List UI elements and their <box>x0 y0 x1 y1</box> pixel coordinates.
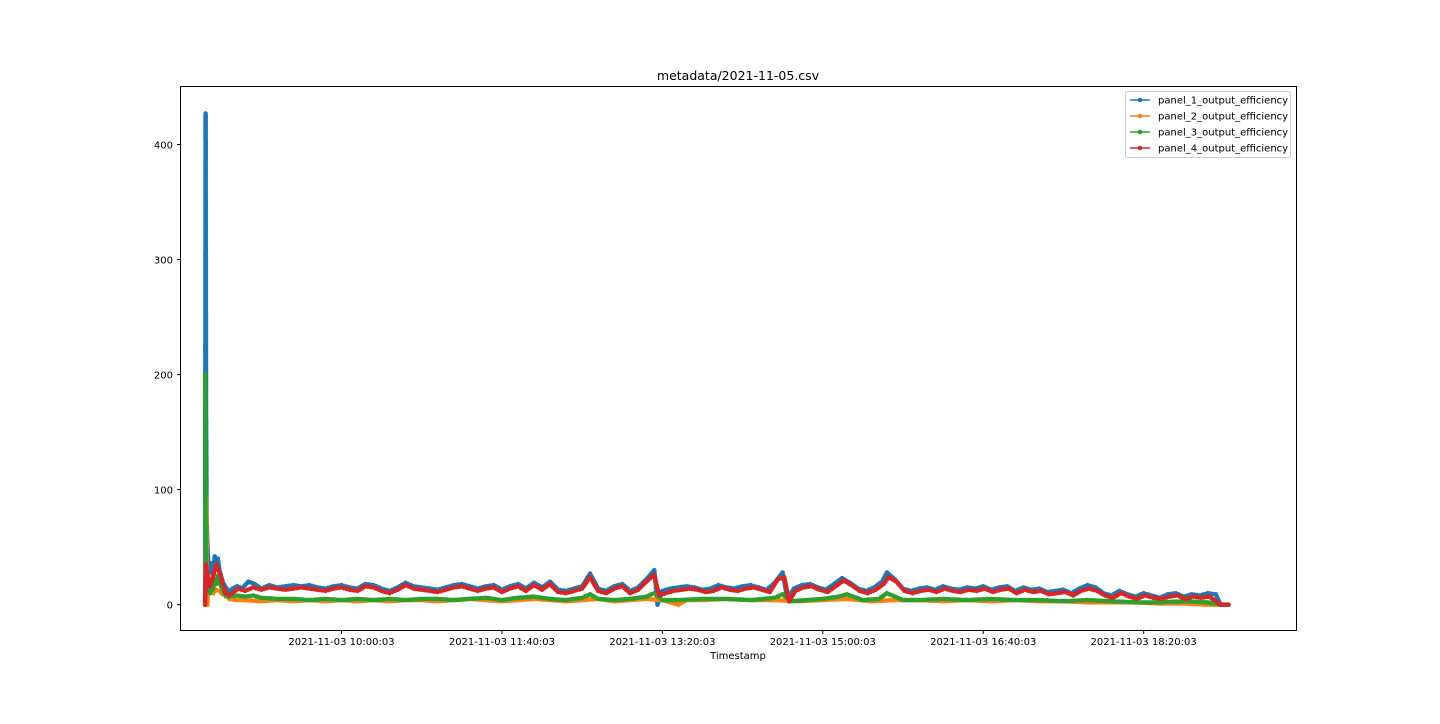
legend-label: panel_1_output_efficiency <box>1158 96 1288 107</box>
legend-item[interactable]: panel_4_output_efficiency <box>1130 144 1288 155</box>
y-tick-label: 400 <box>154 141 173 152</box>
x-axis: 2021-11-03 10:00:03 2021-11-03 11:40:03 20… <box>288 630 1197 648</box>
x-tick-label: 2021-11-03 15:00:03 <box>770 637 876 648</box>
legend-item[interactable]: panel_3_output_efficiency <box>1130 128 1288 139</box>
y-tick-label: 300 <box>154 256 173 267</box>
axes-frame <box>180 86 1297 631</box>
x-axis-label: Timestamp <box>709 651 766 662</box>
chart-title: metadata/2021-11-05.csv <box>657 68 820 83</box>
data-point <box>1226 602 1231 607</box>
x-tick-label: 2021-11-03 11:40:03 <box>449 637 555 648</box>
x-tick-label: 2021-11-03 16:40:03 <box>930 637 1036 648</box>
legend-box <box>1125 91 1291 158</box>
data-point <box>223 590 229 596</box>
legend[interactable]: panel_1_output_efficiency panel_2_output_… <box>1125 91 1291 158</box>
x-tick-label: 2021-11-03 18:20:03 <box>1091 637 1197 648</box>
y-tick-label: 0 <box>167 601 173 612</box>
series-4 <box>202 562 1231 607</box>
legend-marker <box>1137 113 1143 119</box>
data-point <box>214 562 219 567</box>
plot-area <box>202 111 1231 607</box>
series-3 <box>202 372 1230 607</box>
x-tick-label: 2021-11-03 10:00:03 <box>288 637 394 648</box>
legend-item[interactable]: panel_2_output_efficiency <box>1130 112 1288 123</box>
legend-item[interactable]: panel_1_output_efficiency <box>1130 96 1288 107</box>
y-tick-label: 100 <box>154 486 173 497</box>
y-tick-label: 200 <box>154 371 173 382</box>
x-tick-label: 2021-11-03 13:20:03 <box>609 637 715 648</box>
legend-label: panel_2_output_efficiency <box>1158 112 1288 123</box>
legend-marker <box>1137 97 1143 103</box>
legend-marker <box>1137 129 1143 135</box>
legend-marker <box>1137 145 1143 151</box>
y-axis: 0 100 200 300 400 <box>154 141 181 612</box>
legend-label: panel_3_output_efficiency <box>1158 128 1288 139</box>
legend-label: panel_4_output_efficiency <box>1158 144 1288 155</box>
